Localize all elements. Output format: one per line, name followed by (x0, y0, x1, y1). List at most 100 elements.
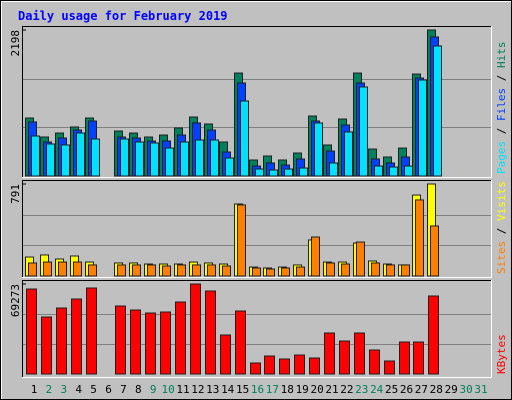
bar (314, 122, 323, 177)
bar (324, 332, 335, 375)
bar (58, 261, 67, 277)
bar (284, 168, 293, 177)
bar (252, 267, 261, 277)
bar (329, 162, 338, 177)
x-tick-label: 3 (60, 383, 67, 396)
bar (222, 265, 231, 277)
bar (76, 132, 85, 177)
x-tick-label: 12 (191, 383, 204, 396)
bar (225, 157, 234, 177)
bar (374, 165, 383, 177)
bar (56, 307, 67, 375)
x-tick-label: 30 (459, 383, 472, 396)
bar (309, 357, 320, 375)
x-tick-label: 23 (355, 383, 368, 396)
bar (195, 139, 204, 177)
legend-entry: Visits (495, 181, 508, 221)
x-tick-label: 10 (161, 383, 174, 396)
legend: KBytes (495, 334, 508, 374)
bar (235, 310, 246, 375)
bar (28, 262, 37, 277)
bar (165, 147, 174, 177)
legend: Pages / Files / Hits (495, 42, 508, 175)
bar (190, 283, 201, 375)
bar (344, 131, 353, 177)
x-tick-label: 11 (176, 383, 189, 396)
x-tick-label: 9 (150, 383, 157, 396)
bar (61, 144, 70, 177)
x-tick-label: 31 (474, 383, 487, 396)
bar (269, 169, 278, 177)
bar (207, 264, 216, 277)
x-tick-label: 2 (46, 383, 53, 396)
bar (46, 143, 55, 177)
x-tick-label: 15 (236, 383, 249, 396)
x-tick-label: 4 (75, 383, 82, 396)
legend-entry: Pages (495, 141, 508, 174)
x-tick-label: 28 (430, 383, 443, 396)
bar (91, 138, 100, 177)
bar (430, 225, 439, 277)
x-tick-label: 19 (296, 383, 309, 396)
x-tick-label: 24 (370, 383, 384, 396)
bar (255, 168, 264, 177)
x-tick-label: 16 (251, 383, 264, 396)
bar (299, 167, 308, 177)
bar (177, 264, 186, 277)
x-tick-label: 26 (400, 383, 413, 396)
legend-entry: Files (495, 88, 508, 121)
bar (399, 341, 410, 375)
legend: Sites / Visits (495, 181, 508, 274)
legend-entry: Sites (495, 241, 508, 274)
bar (359, 86, 368, 177)
bar (311, 236, 320, 277)
bar (147, 264, 156, 277)
bar (41, 316, 52, 375)
bar (296, 266, 305, 277)
bar (43, 261, 52, 277)
bar (389, 166, 398, 177)
bar (240, 100, 249, 177)
x-tick-label: 8 (135, 383, 142, 396)
bar (418, 79, 427, 177)
bar (86, 287, 97, 375)
x-tick-label: 1 (31, 383, 38, 396)
bar (371, 262, 380, 277)
x-tick-label: 17 (266, 383, 279, 396)
bar (210, 139, 219, 177)
bar (130, 309, 141, 375)
bar (384, 360, 395, 375)
bar (192, 264, 201, 277)
bar (220, 334, 231, 375)
bar (428, 295, 439, 375)
bar (404, 165, 413, 177)
x-tick-label: 21 (325, 383, 338, 396)
legend-separator: / (495, 221, 508, 241)
chart-title: Daily usage for February 2019 (18, 9, 228, 23)
bar (356, 241, 365, 277)
bar (326, 262, 335, 277)
bar (145, 312, 156, 375)
x-tick-label: 25 (385, 383, 398, 396)
bar (73, 261, 82, 277)
bar (135, 141, 144, 177)
bar (175, 301, 186, 375)
x-tick-label: 20 (310, 383, 323, 396)
bar (88, 264, 97, 277)
x-tick-label: 27 (415, 383, 428, 396)
bar (26, 288, 37, 375)
y-tick-label: 2198 (9, 30, 22, 57)
bar (117, 264, 126, 277)
bar (354, 332, 365, 375)
bar (180, 141, 189, 177)
bar (386, 264, 395, 277)
bar (250, 362, 261, 375)
bar (279, 358, 290, 375)
x-tick-label: 22 (340, 383, 353, 396)
bar (31, 135, 40, 177)
bar (205, 290, 216, 375)
bar (115, 305, 126, 375)
y-tick-label: 69273 (9, 284, 22, 317)
x-tick-label: 14 (221, 383, 235, 396)
